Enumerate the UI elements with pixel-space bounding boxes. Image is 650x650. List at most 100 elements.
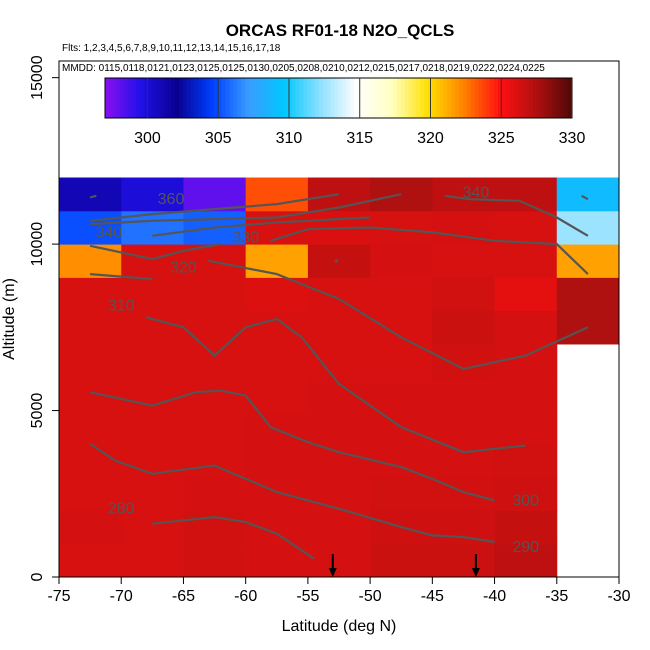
heatmap-cell <box>432 343 496 378</box>
y-tick-label: 10000 <box>29 222 46 267</box>
heatmap-cell <box>370 244 433 278</box>
heatmap-cell <box>183 343 247 378</box>
heatmap-cell <box>121 510 184 545</box>
contour-label: 290 <box>512 539 539 556</box>
contour-labels: 360 340 330 320 310 340 300 290 280 <box>95 184 539 556</box>
colorbar-segment <box>521 78 526 118</box>
contour-label: 300 <box>512 492 539 509</box>
contour-line <box>208 259 589 371</box>
heatmap-cell <box>432 244 496 278</box>
colorbar-segment <box>295 78 301 118</box>
heatmap-cell <box>370 377 433 412</box>
colorbar-segment <box>299 78 305 118</box>
colorbar-tick-label: 325 <box>488 130 515 147</box>
colorbar-segment <box>198 78 203 118</box>
colorbar-segment <box>151 78 157 118</box>
heatmap-cell <box>432 543 496 578</box>
colorbar-segment <box>334 78 340 118</box>
contour-line <box>89 194 97 199</box>
colorbar-segment <box>509 78 515 118</box>
heatmap-cell <box>494 377 558 412</box>
colorbar-segment <box>167 78 172 118</box>
colorbar-segment <box>498 78 503 118</box>
contour-line <box>145 316 526 454</box>
colorbar-segment <box>431 78 437 118</box>
contour-line <box>152 216 371 237</box>
heatmap-cell <box>494 244 558 278</box>
colorbar-segment <box>392 78 398 118</box>
colorbar-segment <box>190 78 196 118</box>
contour-label: 360 <box>158 191 185 208</box>
heatmap-cell <box>245 543 309 578</box>
colorbar-segment <box>280 78 285 118</box>
colorbar-segment <box>451 78 456 118</box>
colorbar-segment <box>128 78 133 118</box>
markers <box>328 258 480 577</box>
colorbar-segment <box>439 78 445 118</box>
colorbar-segment <box>175 78 180 118</box>
heatmap-cell <box>370 177 433 212</box>
arrow-head <box>471 568 480 577</box>
colorbar-segment <box>350 78 355 118</box>
contour-line <box>90 273 153 281</box>
colorbar-segment <box>268 78 273 118</box>
colorbar-segment <box>120 78 126 118</box>
colorbar-segment <box>486 78 491 118</box>
colorbar-segment <box>478 78 484 118</box>
colorbar-segment <box>264 78 270 118</box>
heatmap-cell <box>59 443 122 478</box>
heatmap-cell <box>121 543 184 578</box>
chart-title: ORCAS RF01-18 N2O_QCLS <box>226 21 455 40</box>
colorbar-segment <box>373 78 379 118</box>
contour-line <box>89 389 495 502</box>
heatmap-cell <box>245 510 309 545</box>
colorbar-segment <box>548 78 554 118</box>
heatmap-cells <box>59 177 619 578</box>
contour-line <box>444 194 589 237</box>
x-tick-label: -60 <box>234 588 257 605</box>
y-axis-label: Altitude (m) <box>1 278 18 360</box>
x-axis-label: Latitude (deg N) <box>282 618 397 635</box>
y-tick-label: 5000 <box>29 393 46 429</box>
heatmap-cell <box>494 210 558 245</box>
colorbar-segment <box>420 78 425 118</box>
colorbar-tick-label: 305 <box>205 130 232 147</box>
colorbar-segment <box>435 78 441 118</box>
heatmap-cell <box>59 277 122 312</box>
colorbar-segment <box>147 78 153 118</box>
heatmap-cell <box>121 277 184 312</box>
heatmap-cell <box>370 310 433 345</box>
colorbar-segment <box>533 78 538 118</box>
heatmap-cell <box>432 410 496 445</box>
colorbar-segment <box>482 78 487 118</box>
heatmap-cell <box>245 377 309 412</box>
contour-line <box>581 194 589 201</box>
colorbar-segment <box>143 78 149 118</box>
colorbar-segment <box>455 78 460 118</box>
heatmap-cell <box>245 310 309 345</box>
heatmap-cell <box>59 343 122 378</box>
x-tick-label: -65 <box>172 588 195 605</box>
x-tick-label: -50 <box>359 588 382 605</box>
colorbar-segment <box>303 78 308 118</box>
colorbar-segment <box>447 78 452 118</box>
contour-line <box>152 515 315 560</box>
colorbar-segment <box>466 78 472 118</box>
x-tick-label: -75 <box>47 588 70 605</box>
colorbar-segment <box>365 78 371 118</box>
colorbar-segment <box>132 78 137 118</box>
colorbar-segment <box>307 78 312 118</box>
colorbar-segment <box>311 78 316 118</box>
heatmap-cell <box>494 443 558 478</box>
colorbar-segment <box>400 78 406 118</box>
contour-label: 280 <box>108 501 135 518</box>
heatmap-cell <box>183 443 247 478</box>
colorbar-segment <box>525 78 530 118</box>
colorbar-segment <box>194 78 199 118</box>
colorbar-segment <box>529 78 534 118</box>
heatmap-cell <box>556 244 619 278</box>
colorbar-segment <box>389 78 394 118</box>
colorbar-segment <box>501 78 507 118</box>
heatmap-cell <box>494 277 558 312</box>
colorbar-segment <box>494 78 499 118</box>
